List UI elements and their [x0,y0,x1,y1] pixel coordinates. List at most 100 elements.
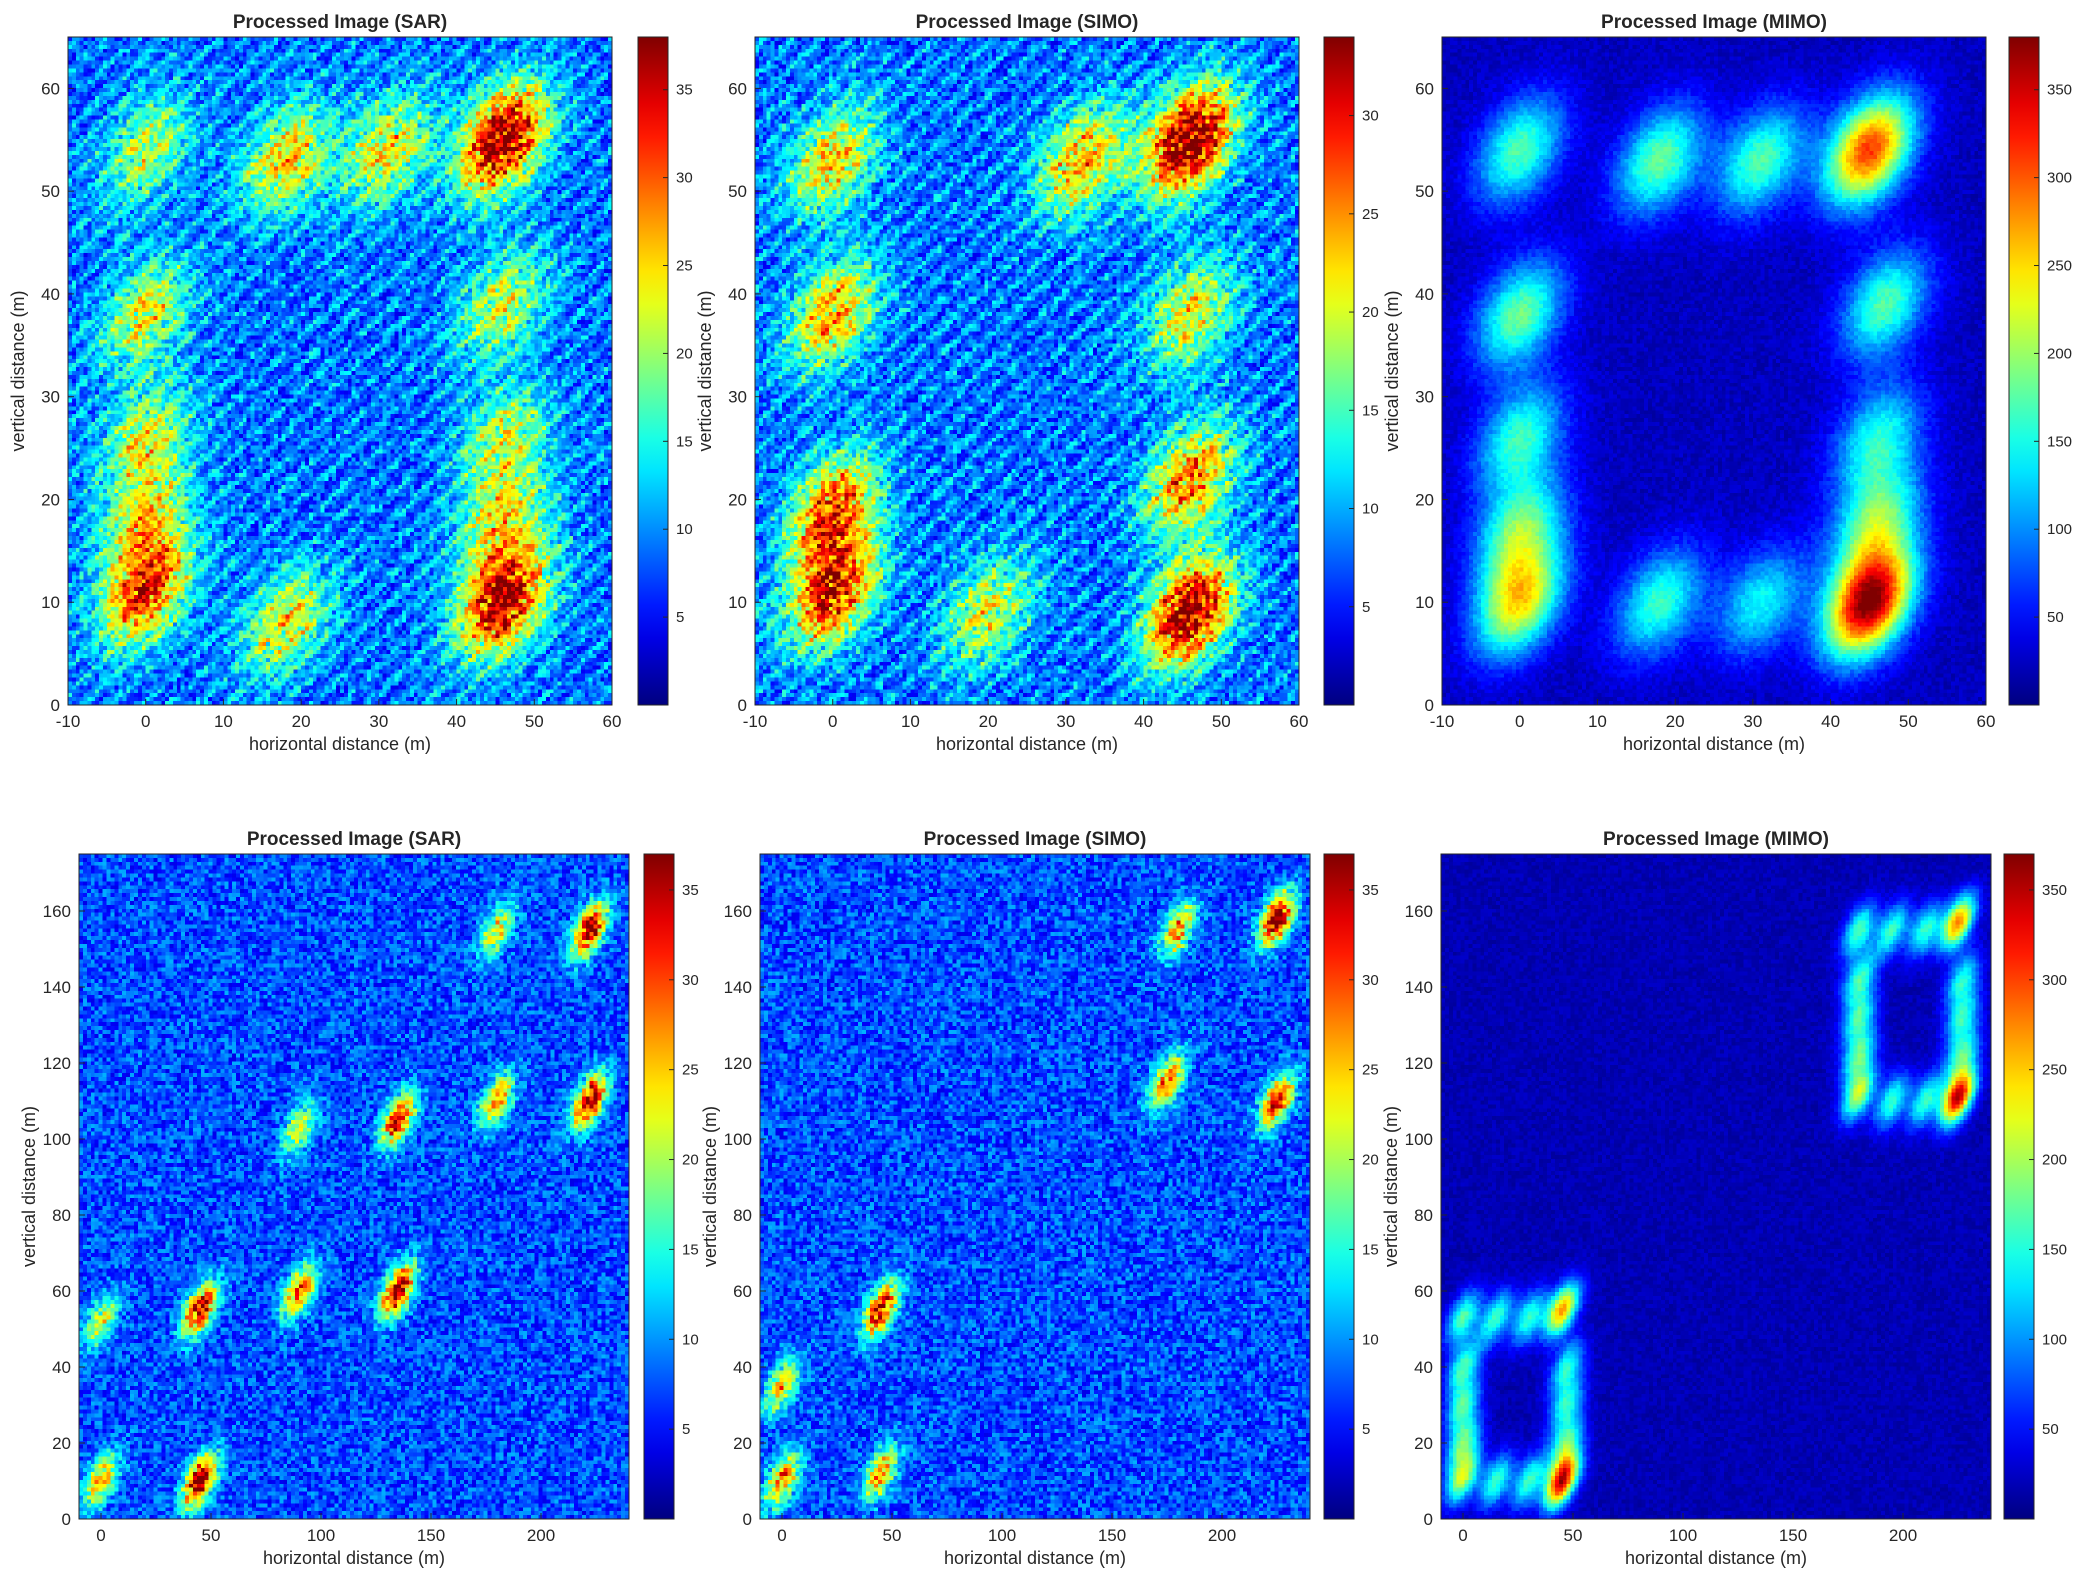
x-axis-label: horizontal distance (m) [944,1548,1126,1568]
y-tick-label: 20 [728,490,747,509]
y-tick-label: 20 [41,490,60,509]
colorbar-tick-label: 150 [2042,1241,2067,1258]
x-tick-label: -10 [56,712,81,731]
x-tick-label: 150 [1098,1526,1126,1545]
heatmap-image-5 [760,854,1310,1519]
x-tick-label: 30 [1056,712,1075,731]
colorbar-tick-label: 350 [2042,882,2067,899]
x-axis-label: horizontal distance (m) [1623,734,1805,754]
x-tick-label: 50 [525,712,544,731]
colorbar-tick-label: 25 [682,1062,699,1079]
colorbar-tick-label: 50 [2047,609,2064,626]
colorbar-tick-label: 100 [2042,1331,2067,1348]
colorbar-tick-label: 30 [682,972,699,989]
chart-title: Processed Image (SAR) [233,12,447,33]
x-tick-label: 150 [417,1526,445,1545]
x-tick-label: 50 [883,1526,902,1545]
y-tick-label: 60 [733,1282,752,1301]
heatmap-image-4 [79,854,629,1519]
y-tick-label: 40 [733,1358,752,1377]
y-tick-label: 40 [52,1358,71,1377]
colorbar-tick-label: 350 [2047,82,2072,99]
x-tick-label: 200 [1889,1526,1917,1545]
x-tick-label: 20 [292,712,311,731]
y-tick-label: 60 [728,79,747,98]
colorbar-tick-label: 35 [682,882,699,899]
y-tick-label: 80 [1414,1206,1433,1225]
y-tick-label: 160 [724,902,752,921]
chart-title: Processed Image (SAR) [247,829,461,850]
plot-frame-1 [67,36,613,706]
y-axis-label: vertical distance (m) [700,1106,720,1267]
y-tick-label: 40 [1415,285,1434,304]
y-tick-label: 40 [1414,1358,1433,1377]
y-tick-label: 40 [728,285,747,304]
y-tick-label: 30 [1415,388,1434,407]
x-tick-label: 100 [1669,1526,1697,1545]
x-tick-label: 10 [1588,712,1607,731]
colorbar-tick-label: 25 [1362,206,1379,223]
y-tick-label: 20 [1415,490,1434,509]
y-tick-label: 0 [1424,1510,1433,1529]
heatmap-image-1 [68,37,612,705]
y-tick-label: 0 [51,696,60,715]
y-axis-label: vertical distance (m) [695,290,715,451]
x-tick-label: 10 [901,712,920,731]
colorbar-tick-label: 100 [2047,521,2072,538]
y-tick-label: 20 [52,1434,71,1453]
y-tick-label: 20 [733,1434,752,1453]
colorbar-6 [2003,853,2035,1520]
y-tick-label: 40 [41,285,60,304]
x-tick-label: 50 [202,1526,221,1545]
chart-title: Processed Image (SIMO) [924,829,1147,850]
colorbar-tick-label: 10 [676,521,693,538]
colorbar-tick-label: 250 [2042,1062,2067,1079]
x-tick-label: 200 [527,1526,555,1545]
x-tick-label: 20 [979,712,998,731]
y-tick-label: 0 [738,696,747,715]
y-tick-label: 160 [43,902,71,921]
colorbar-tick-label: 20 [1362,304,1379,321]
y-tick-label: 10 [41,593,60,612]
colorbar-tick-label: 35 [1362,882,1379,899]
x-tick-label: -10 [1430,712,1455,731]
colorbar-tick-label: 20 [682,1152,699,1169]
x-tick-label: 60 [603,712,622,731]
y-tick-label: 0 [62,1510,71,1529]
x-tick-label: 0 [828,712,837,731]
x-tick-label: 60 [1977,712,1996,731]
colorbar-tick-label: 200 [2042,1152,2067,1169]
plot-frame-6 [1440,853,1992,1520]
y-axis-label: vertical distance (m) [8,290,28,451]
colorbar-tick-label: 25 [1362,1062,1379,1079]
colorbar-tick-label: 300 [2042,972,2067,989]
colorbar-tick-label: 5 [676,609,684,626]
x-tick-label: 0 [141,712,150,731]
heatmap-image-2 [755,37,1299,705]
colorbar-tick-label: 300 [2047,170,2072,187]
colorbar-1 [637,36,669,706]
colorbar-tick-label: 5 [682,1421,690,1438]
y-axis-label: vertical distance (m) [1381,1106,1401,1267]
x-tick-label: 150 [1779,1526,1807,1545]
x-tick-label: 100 [307,1526,335,1545]
x-tick-label: 50 [1899,712,1918,731]
y-tick-label: 80 [52,1206,71,1225]
x-tick-label: 40 [1821,712,1840,731]
y-tick-label: 100 [724,1130,752,1149]
colorbar-tick-label: 5 [1362,1421,1370,1438]
x-tick-label: 60 [1290,712,1309,731]
y-tick-label: 80 [733,1206,752,1225]
x-tick-label: 50 [1212,712,1231,731]
x-tick-label: 0 [777,1526,786,1545]
y-tick-label: 60 [1414,1282,1433,1301]
colorbar-3 [2008,36,2040,706]
x-tick-label: 0 [1515,712,1524,731]
colorbar-5 [1323,853,1355,1520]
y-tick-label: 0 [743,1510,752,1529]
chart-title: Processed Image (MIMO) [1603,829,1829,850]
y-tick-label: 10 [728,593,747,612]
y-tick-label: 100 [43,1130,71,1149]
colorbar-tick-label: 20 [676,345,693,362]
